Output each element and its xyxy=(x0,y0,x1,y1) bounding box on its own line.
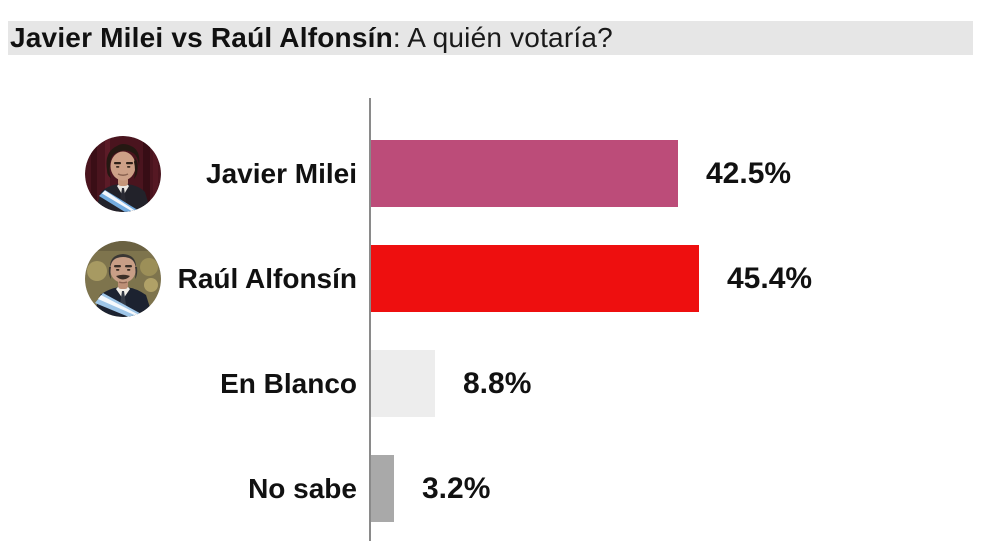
category-label-en-blanco: En Blanco xyxy=(220,368,357,399)
category-label-no-sabe: No sabe xyxy=(248,473,357,504)
milei-avatar xyxy=(85,135,161,212)
value-label-javier-milei: 42.5% xyxy=(706,157,792,190)
category-label-javier-milei: Javier Milei xyxy=(206,158,357,189)
chart-title-subtitle: : A quién votaría? xyxy=(392,22,613,53)
chart-row-no-sabe: No sabe 3.2% xyxy=(0,455,1000,522)
chart-row-javier-milei: Javier Milei 42.5% xyxy=(0,135,1000,212)
bar-no-sabe xyxy=(371,455,394,522)
bar-javier-milei xyxy=(371,140,678,207)
chart-row-raul-alfonsin: Raúl Alfonsín 45.4% xyxy=(0,240,1000,317)
bar-en-blanco xyxy=(371,350,435,417)
bar-raul-alfonsin xyxy=(371,245,699,312)
title-band: Javier Milei vs Raúl Alfonsín: A quién v… xyxy=(8,21,973,55)
alfonsin-avatar xyxy=(85,240,161,317)
value-label-no-sabe: 3.2% xyxy=(422,472,491,505)
value-label-en-blanco: 8.8% xyxy=(463,367,532,400)
chart-title-bold: Javier Milei vs Raúl Alfonsín xyxy=(10,22,393,53)
chart-row-en-blanco: En Blanco 8.8% xyxy=(0,350,1000,417)
value-label-raul-alfonsin: 45.4% xyxy=(727,262,813,295)
axis-line xyxy=(369,98,371,541)
category-label-raul-alfonsin: Raúl Alfonsín xyxy=(177,263,357,294)
